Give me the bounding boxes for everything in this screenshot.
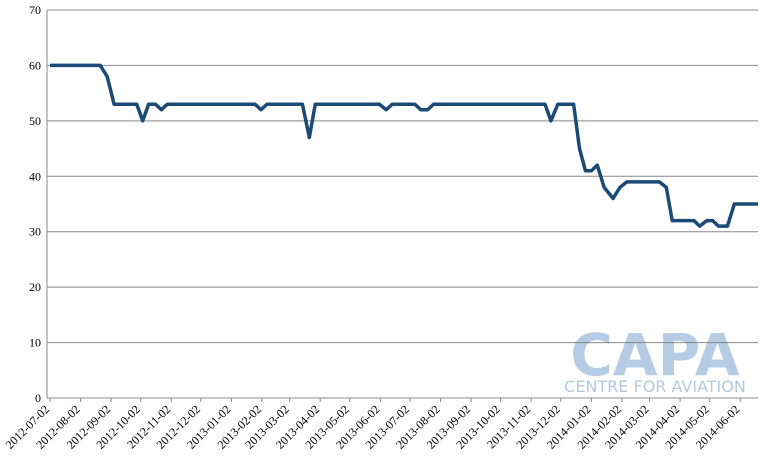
y-tick-label: 50 [29, 114, 41, 128]
watermark-tagline: CENTRE FOR AVIATION [564, 377, 746, 396]
y-tick-label: 20 [29, 280, 41, 294]
y-tick-label: 40 [29, 169, 41, 183]
y-tick-label: 10 [29, 336, 41, 350]
y-tick-label: 60 [29, 58, 41, 72]
y-tick-label: 0 [35, 391, 41, 405]
y-tick-label: 70 [29, 3, 41, 17]
y-tick-label: 30 [29, 225, 41, 239]
watermark-logo: CAPA [570, 321, 740, 389]
series-line [50, 63, 758, 228]
